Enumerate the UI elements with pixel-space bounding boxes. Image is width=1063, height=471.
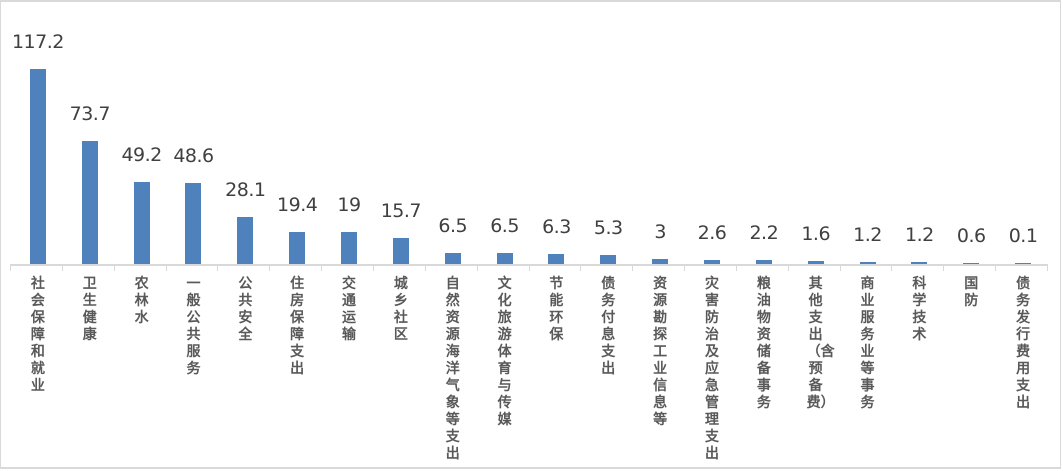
bar: [755, 260, 772, 264]
bar: [807, 261, 824, 264]
category-label: 其他支出（含预备费）: [806, 276, 835, 411]
category-label: 粮油物资储备事务: [756, 276, 771, 411]
data-label: 117.2: [11, 31, 64, 53]
data-label: 1.6: [801, 223, 831, 246]
x-axis-tick: [943, 264, 945, 271]
data-label: 28.1: [225, 179, 266, 202]
bar: [341, 232, 358, 264]
category-label: 债务发行费用支出: [1016, 276, 1031, 411]
data-label: 49.2: [121, 144, 162, 167]
category-label: 自然资源海洋气象等支出: [445, 276, 460, 462]
bar: [237, 217, 254, 264]
x-axis-tick: [165, 264, 167, 271]
bar: [29, 69, 46, 264]
x-axis-tick: [217, 264, 219, 271]
bar: [392, 237, 409, 264]
category-label: 住房保障支出: [290, 276, 305, 377]
x-axis-tick: [10, 264, 11, 271]
data-label: 19.4: [277, 193, 318, 216]
data-label: 48.6: [173, 145, 214, 168]
data-label: 5.3: [593, 217, 623, 240]
bar: [133, 182, 150, 264]
bar: [911, 262, 928, 264]
category-label: 资源勘探工业信息等: [653, 276, 668, 428]
data-label: 0.1: [1008, 225, 1038, 247]
category-label: 科学技术: [912, 276, 927, 343]
x-axis-tick: [735, 264, 737, 271]
x-axis-tick: [113, 264, 115, 271]
bar: [859, 262, 876, 264]
bar: [1015, 263, 1032, 264]
data-label: 6.5: [490, 215, 519, 238]
bar: [444, 253, 461, 264]
bar: [81, 141, 98, 264]
bar: [496, 253, 513, 264]
x-axis-tick: [580, 264, 582, 271]
data-label: 3: [654, 221, 666, 243]
x-axis-tick: [528, 264, 530, 271]
data-label: 6.3: [542, 215, 571, 238]
x-axis-tick: [684, 264, 686, 271]
data-label: 15.7: [380, 199, 422, 222]
x-axis-tick: [787, 264, 789, 271]
x-axis-tick: [995, 264, 997, 271]
category-label: 商业服务业等事务: [860, 276, 875, 411]
category-label: 农林水: [134, 276, 149, 326]
category-label: 文化旅游体育与传媒: [497, 276, 512, 428]
x-axis-tick: [61, 264, 63, 271]
x-axis-tick: [1047, 264, 1048, 271]
bar: [652, 259, 669, 264]
category-label: 卫生健康: [82, 276, 97, 343]
data-label: 0.6: [956, 225, 986, 247]
category-label: 一般公共服务: [186, 276, 201, 377]
x-axis-tick: [372, 264, 374, 271]
category-label: 节能环保: [549, 276, 564, 343]
category-label: 交通运输: [342, 276, 357, 343]
category-label: 债务付息支出: [601, 276, 616, 377]
x-axis-tick: [269, 264, 271, 271]
category-label: 城乡社区: [393, 276, 408, 343]
x-axis-tick: [476, 264, 478, 271]
x-axis-tick: [321, 264, 323, 271]
bar: [185, 183, 202, 264]
category-label: 国防: [964, 276, 979, 309]
x-axis-tick: [891, 264, 893, 271]
bar: [600, 255, 617, 264]
x-axis-tick: [632, 264, 634, 271]
x-axis-tick: [424, 264, 426, 271]
data-label: 6.5: [438, 215, 468, 238]
data-label: 2.2: [749, 222, 779, 245]
bar: [963, 263, 980, 264]
data-label: 2.6: [697, 221, 727, 244]
bar: [548, 253, 565, 264]
data-label: 73.7: [69, 103, 111, 126]
category-label: 社会保障和就业: [30, 276, 45, 394]
x-axis-tick: [839, 264, 841, 271]
bar: [289, 231, 306, 264]
bar: [703, 259, 720, 264]
data-label: 19: [337, 194, 361, 217]
category-label: 公共安全: [238, 276, 253, 343]
category-label: 灾害防治及应急管理支出: [704, 276, 719, 462]
data-label: 1.2: [905, 224, 934, 246]
data-label: 1.2: [853, 224, 882, 246]
